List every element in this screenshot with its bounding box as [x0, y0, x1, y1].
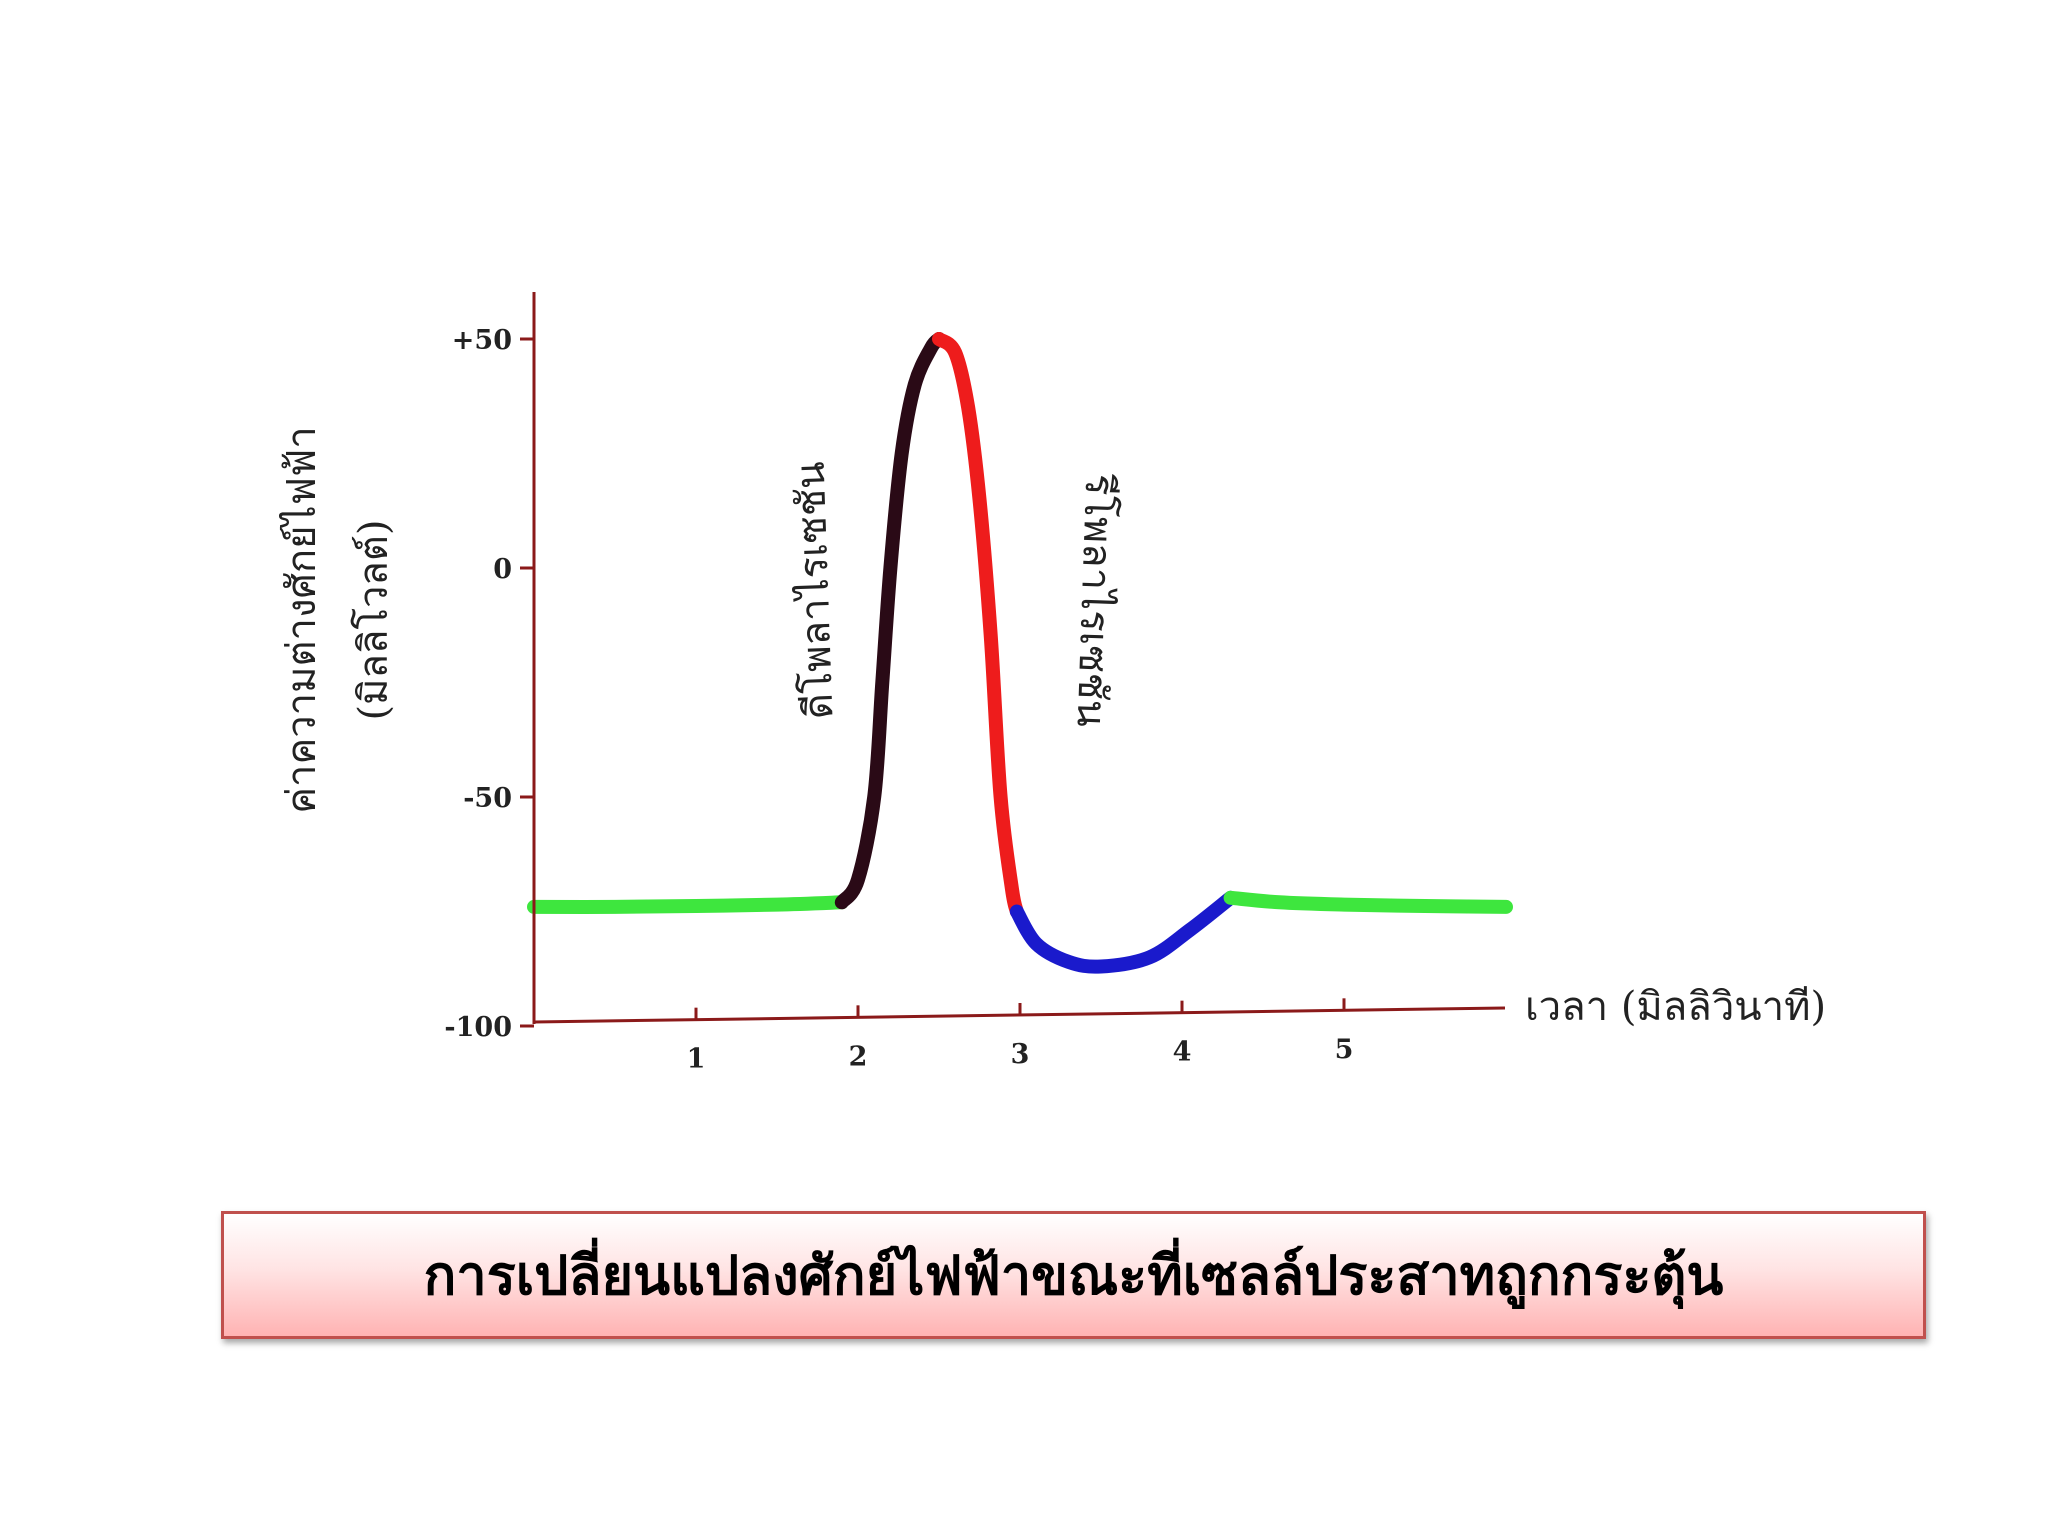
y-axis-title: ค่าความต่างศักย์ไฟฟ้า (มิลลิโวลต์) [279, 426, 397, 814]
caption-text: การเปลี่ยนแปลงศักย์ไฟฟ้าขณะที่เซลล์ประสา… [423, 1243, 1724, 1307]
curve-segment-repolarization-2 [932, 332, 1024, 919]
ticks-layer: +50 0 -50 -100 1 2 3 4 5 [444, 325, 1353, 1075]
curve-segment-depolarization-1 [834, 332, 946, 910]
curve-segment-resting-0 [527, 895, 849, 914]
x-tick-label: 1 [687, 1044, 706, 1075]
y-tick-label: 0 [493, 554, 512, 585]
x-tick-label: 3 [1011, 1039, 1030, 1070]
x-axis-line [533, 1006, 1506, 1024]
x-tick-label: 2 [849, 1041, 868, 1072]
caption-box: การเปลี่ยนแปลงศักย์ไฟฟ้าขณะที่เซลล์ประสา… [221, 1211, 1926, 1339]
depolarization-label: ดีโพลาไรเซชัน [788, 461, 843, 720]
y-axis-title-line1: ค่าความต่างศักย์ไฟฟ้า [279, 426, 325, 814]
curve-segment-resting-4 [1223, 890, 1513, 914]
axes-layer [532, 292, 1506, 1024]
curve-segment-hyperpolarization-3 [1009, 890, 1238, 974]
y-tick-label: -100 [444, 1012, 512, 1043]
x-tick-label: 5 [1335, 1034, 1354, 1065]
y-tick-label: +50 [452, 325, 512, 356]
repolarization-label: รีโพลาไรเซชัน [1068, 473, 1123, 728]
x-tick-label: 4 [1173, 1037, 1192, 1068]
curve-layer [527, 332, 1513, 974]
y-axis-title-line2: (มิลลิโวลต์) [351, 519, 397, 720]
x-axis-title: เวลา (มิลลิวินาที) [1525, 984, 1826, 1030]
y-tick-label: -50 [463, 783, 512, 814]
